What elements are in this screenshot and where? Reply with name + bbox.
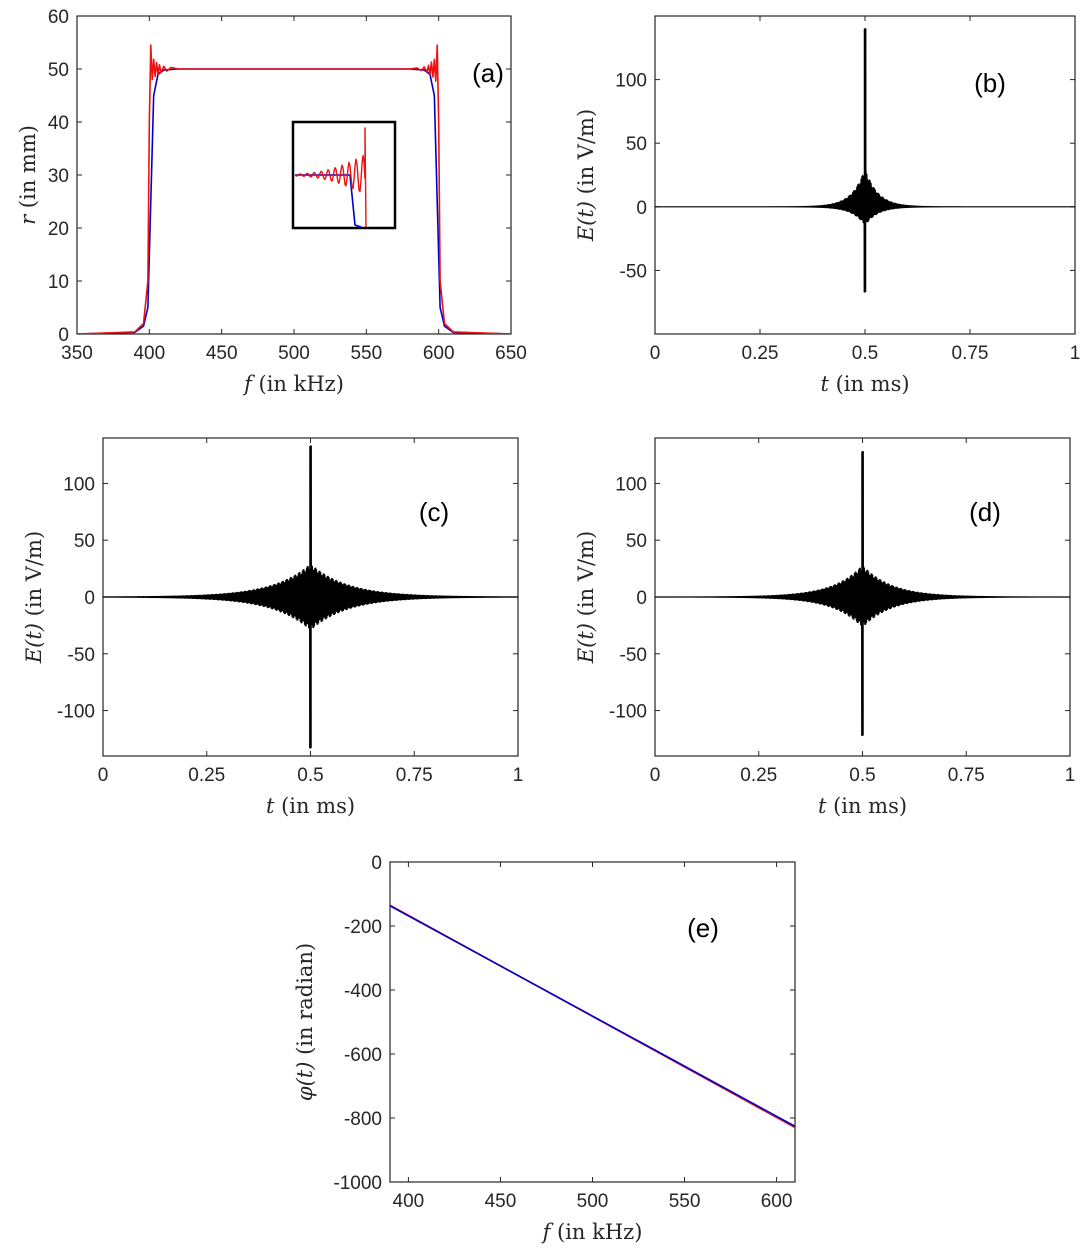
- x-tick-label: 600: [761, 1191, 793, 1212]
- y-tick-label: -800: [344, 1109, 382, 1130]
- x-tick-label: 0.25: [188, 765, 225, 786]
- x-tick-label: 550: [669, 1191, 701, 1212]
- panel-c: 0 0.25 0.5 0.75 1 -100 -50 0 50 100 t (in ms) E(t) …: [22, 437, 524, 818]
- inset-red-line: [294, 127, 367, 228]
- x-tick-label: 0.75: [948, 765, 985, 786]
- x-tick-label: 600: [423, 343, 455, 364]
- y-axis-label-b: E(t) (in V/m): [574, 109, 598, 242]
- x-axis-label-c: t (in ms): [266, 794, 355, 818]
- x-tick-label: 1: [1070, 343, 1080, 364]
- x-tick-label: 0: [650, 765, 661, 786]
- y-tick-label: 50: [48, 60, 69, 81]
- axes-frame-e: [389, 861, 796, 1183]
- y-tick-label: 20: [48, 219, 69, 240]
- panel-label-d: (d): [969, 497, 1001, 527]
- x-tick-label: 0.5: [852, 343, 878, 364]
- y-tick-label: 0: [636, 198, 647, 219]
- x-tick-label: 0.75: [952, 343, 989, 364]
- panel-label-c: (c): [419, 497, 449, 527]
- x-tick-label: 500: [278, 343, 310, 364]
- panel-d: 0 0.25 0.5 0.75 1 -100 -50 0 50 100 t (in ms) E(t) …: [574, 437, 1076, 818]
- x-tick-label: 350: [61, 343, 93, 364]
- x-tick-label: 0.5: [849, 765, 875, 786]
- y-axis-label-d: E(t) (in V/m): [574, 531, 598, 664]
- y-tick-label: 50: [626, 134, 647, 155]
- panel-label-a: (a): [472, 58, 504, 88]
- x-tick-label: 450: [206, 343, 238, 364]
- panel-b: 0 0.25 0.5 0.75 1 -50 0 50 100 t (in ms) E(t) (in …: [574, 15, 1080, 396]
- y-tick-label: 50: [74, 531, 95, 552]
- y-tick-label: -100: [57, 702, 95, 723]
- panel-label-b: (b): [974, 68, 1006, 98]
- y-tick-label: 0: [371, 853, 382, 874]
- y-tick-label: -200: [344, 917, 382, 938]
- inset-zoom: [291, 120, 397, 230]
- y-axis-label-c: E(t) (in V/m): [22, 531, 46, 664]
- y-tick-label: 30: [48, 166, 69, 187]
- y-tick-label: 40: [48, 113, 69, 134]
- x-axis-label-b: t (in ms): [820, 372, 909, 396]
- panel-a: 350 400 450 500 550 600 650 0 10 20 30 40 50 60 f (in …: [16, 7, 527, 396]
- y-tick-label: 60: [48, 7, 69, 28]
- x-axis-label-a: f (in kHz): [242, 372, 344, 396]
- series-line-a-1: [77, 44, 511, 334]
- y-tick-label: -50: [620, 645, 647, 666]
- x-tick-label: 0: [98, 765, 109, 786]
- y-tick-label: -400: [344, 981, 382, 1002]
- y-tick-label: -50: [68, 645, 95, 666]
- x-axis-label-e: f (in kHz): [541, 1220, 643, 1244]
- x-tick-label: 0.75: [396, 765, 433, 786]
- x-tick-label: 500: [577, 1191, 609, 1212]
- x-tick-label: 400: [393, 1191, 425, 1212]
- x-tick-label: 1: [1065, 765, 1076, 786]
- x-tick-label: 0.25: [740, 765, 777, 786]
- y-tick-label: 0: [84, 588, 95, 609]
- y-tick-label: 100: [63, 474, 95, 495]
- y-tick-label: 10: [48, 272, 69, 293]
- series-line-e-1: [390, 905, 795, 1128]
- x-tick-label: 450: [485, 1191, 517, 1212]
- y-tick-label: 100: [615, 71, 647, 92]
- y-tick-label: 100: [615, 474, 647, 495]
- y-axis-label-e: φ(t) (in radian): [293, 943, 317, 1101]
- x-tick-label: 0: [650, 343, 661, 364]
- x-tick-label: 0.25: [742, 343, 779, 364]
- y-tick-label: 50: [626, 531, 647, 552]
- x-tick-label: 1: [513, 765, 524, 786]
- x-tick-label: 0.5: [297, 765, 323, 786]
- y-tick-label: -100: [609, 702, 647, 723]
- y-tick-label: -1000: [333, 1173, 382, 1194]
- y-axis-label-a: r (in mm): [16, 125, 40, 225]
- x-tick-label: 400: [133, 343, 165, 364]
- y-tick-label: -50: [620, 261, 647, 282]
- plot-area-e: [390, 904, 795, 1129]
- x-tick-label: 550: [350, 343, 382, 364]
- x-tick-label: 650: [495, 343, 527, 364]
- panel-e: 400 450 500 550 600 -1000 -800 -600 -400 -200 0 f (…: [293, 853, 796, 1244]
- y-tick-label: 0: [58, 325, 69, 346]
- y-tick-label: 0: [636, 588, 647, 609]
- x-axis-label-d: t (in ms): [818, 794, 907, 818]
- y-tick-label: -600: [344, 1045, 382, 1066]
- panel-label-e: (e): [687, 913, 719, 943]
- plot-area-a: [77, 44, 511, 334]
